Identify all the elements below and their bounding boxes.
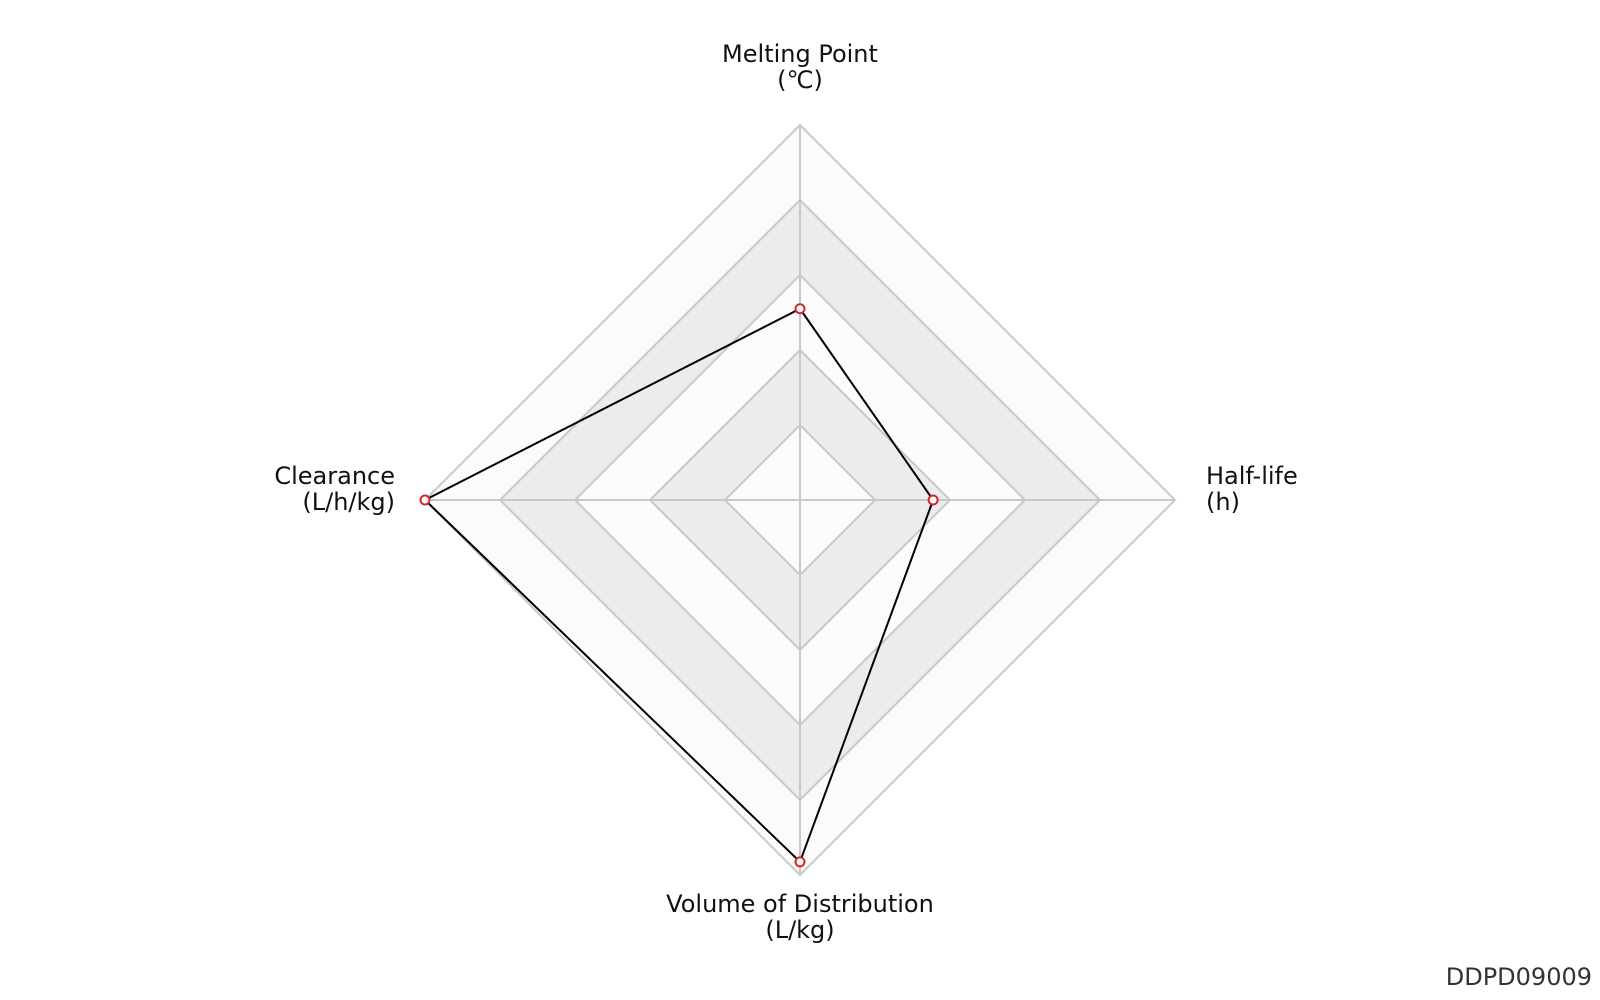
- axis-unit-clearance: (L/h/kg): [302, 488, 395, 516]
- data-series: [419, 303, 939, 868]
- axis-unit-half-life: (h): [1206, 488, 1240, 516]
- axis-unit-melting-point: (℃): [777, 66, 823, 94]
- data-point-1: [927, 494, 939, 506]
- data-point-3: [419, 494, 431, 506]
- axis-label-volume-of-distribution: Volume of Distribution: [666, 890, 934, 918]
- watermark-id: DDPD09009: [1446, 963, 1592, 991]
- grid-spokes: [425, 125, 1175, 875]
- axis-label-clearance: Clearance: [274, 462, 395, 490]
- axis-unit-volume-of-distribution: (L/kg): [765, 916, 834, 944]
- data-point-2: [794, 856, 806, 868]
- axis-label-melting-point: Melting Point: [722, 40, 878, 68]
- axis-label-half-life: Half-life: [1206, 462, 1298, 490]
- data-point-0: [794, 303, 806, 315]
